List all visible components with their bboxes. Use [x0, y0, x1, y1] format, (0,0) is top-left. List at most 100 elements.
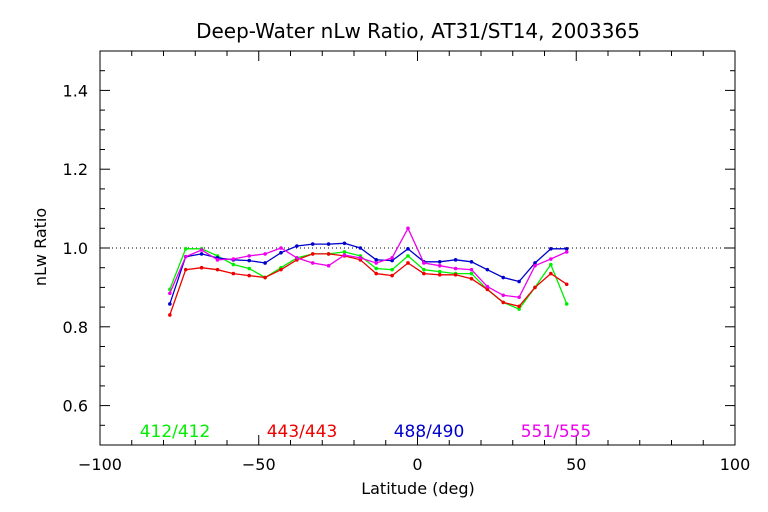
data-point-551-555 — [406, 226, 410, 231]
data-point-488-490 — [406, 246, 410, 251]
data-point-412-412 — [517, 307, 521, 311]
data-point-443-443 — [469, 276, 474, 281]
data-point-551-555 — [533, 263, 537, 268]
data-point-551-555 — [342, 253, 347, 257]
legend-entry-551-555: 551/555 — [521, 422, 592, 442]
data-point-551-555 — [263, 252, 267, 256]
y-tick-label: 0.8 — [63, 318, 88, 337]
data-point-443-443 — [549, 271, 553, 276]
data-point-488-490 — [453, 258, 458, 262]
x-tick-label: −100 — [78, 455, 122, 474]
data-point-488-490 — [374, 258, 379, 262]
data-point-551-555 — [437, 263, 442, 268]
data-point-443-443 — [231, 271, 236, 276]
series-line-488-490 — [169, 242, 567, 305]
data-point-488-490 — [469, 259, 474, 264]
data-point-551-555 — [295, 256, 299, 260]
data-point-443-443 — [279, 267, 283, 272]
legend-entry-488-490: 488/490 — [394, 422, 465, 442]
data-point-488-490 — [295, 244, 299, 248]
data-point-488-490 — [501, 275, 506, 280]
data-point-443-443 — [183, 267, 188, 272]
data-point-412-412 — [469, 271, 474, 276]
data-point-443-443 — [517, 304, 521, 309]
data-point-412-412 — [406, 254, 410, 258]
axis-ticks — [99, 50, 736, 446]
x-tick-label: 100 — [720, 455, 751, 474]
y-tick-label: 0.6 — [63, 397, 88, 416]
data-point-488-490 — [437, 259, 442, 264]
data-point-551-555 — [549, 257, 553, 261]
data-point-551-555 — [358, 256, 363, 260]
data-point-488-490 — [279, 250, 283, 255]
legend-entry-443-443: 443/443 — [267, 422, 338, 442]
data-point-443-443 — [168, 313, 172, 317]
legend: 412/412 443/443 488/490 551/555 — [140, 422, 592, 442]
data-point-551-555 — [422, 261, 426, 265]
data-point-551-555 — [231, 257, 236, 261]
data-point-488-490 — [247, 258, 252, 263]
data-point-412-412 — [231, 262, 236, 267]
data-point-488-490 — [564, 246, 569, 251]
x-tick-label: −50 — [242, 455, 276, 474]
data-point-443-443 — [422, 271, 426, 276]
data-point-412-412 — [422, 267, 426, 272]
x-tick-label: 0 — [412, 455, 422, 474]
data-point-412-412 — [247, 266, 252, 271]
data-point-488-490 — [533, 261, 537, 265]
data-point-488-490 — [199, 252, 204, 256]
x-axis-label: Latitude (deg) — [361, 479, 475, 498]
data-point-443-443 — [485, 287, 490, 292]
data-point-551-555 — [215, 258, 220, 262]
data-point-551-555 — [247, 254, 252, 258]
data-point-488-490 — [263, 261, 267, 265]
data-point-443-443 — [406, 261, 410, 265]
data-point-443-443 — [247, 273, 252, 278]
data-point-551-555 — [279, 246, 283, 250]
data-point-488-490 — [517, 279, 521, 284]
data-point-443-443 — [564, 282, 569, 287]
data-point-443-443 — [437, 272, 442, 277]
data-point-488-490 — [168, 302, 172, 306]
chart-title: Deep-Water nLw Ratio, AT31/ST14, 2003365 — [196, 19, 640, 43]
series-line-551-555 — [169, 226, 567, 299]
data-point-443-443 — [390, 273, 394, 278]
data-point-551-555 — [469, 267, 474, 272]
data-point-443-443 — [374, 271, 379, 276]
data-point-443-443 — [533, 285, 537, 290]
data-point-551-555 — [374, 261, 379, 265]
y-tick-label: 1.4 — [63, 81, 88, 100]
data-point-412-412 — [374, 266, 379, 271]
data-point-443-443 — [215, 267, 220, 272]
data-point-551-555 — [168, 291, 172, 296]
data-point-551-555 — [564, 250, 569, 254]
data-point-443-443 — [263, 275, 267, 280]
data-point-412-412 — [342, 250, 347, 254]
data-point-412-412 — [549, 262, 553, 267]
x-tick-label: 50 — [566, 455, 586, 474]
data-point-551-555 — [485, 284, 490, 289]
data-point-412-412 — [183, 246, 188, 251]
data-point-488-490 — [485, 267, 490, 272]
data-point-488-490 — [326, 242, 331, 246]
axis-tick-labels: −100 −50 0 50 100 0.6 0.8 1.0 1.2 1.4 — [63, 81, 751, 474]
y-axis-label: nLw Ratio — [31, 208, 50, 286]
series-line-443-443 — [169, 253, 568, 316]
data-point-551-555 — [501, 293, 506, 298]
data-point-488-490 — [549, 246, 553, 251]
data-point-551-555 — [453, 266, 458, 271]
legend-entry-412-412: 412/412 — [140, 422, 211, 442]
data-point-443-443 — [326, 252, 331, 256]
data-point-443-443 — [453, 272, 458, 277]
data-point-551-555 — [326, 263, 331, 268]
data-point-551-555 — [199, 248, 204, 252]
data-point-412-412 — [437, 269, 442, 274]
data-point-443-443 — [199, 265, 204, 270]
data-point-488-490 — [342, 241, 347, 246]
data-point-488-490 — [390, 258, 394, 263]
data-point-551-555 — [183, 254, 188, 259]
data-point-551-555 — [390, 256, 394, 260]
y-tick-label: 1.2 — [63, 160, 88, 179]
data-point-551-555 — [310, 261, 315, 265]
